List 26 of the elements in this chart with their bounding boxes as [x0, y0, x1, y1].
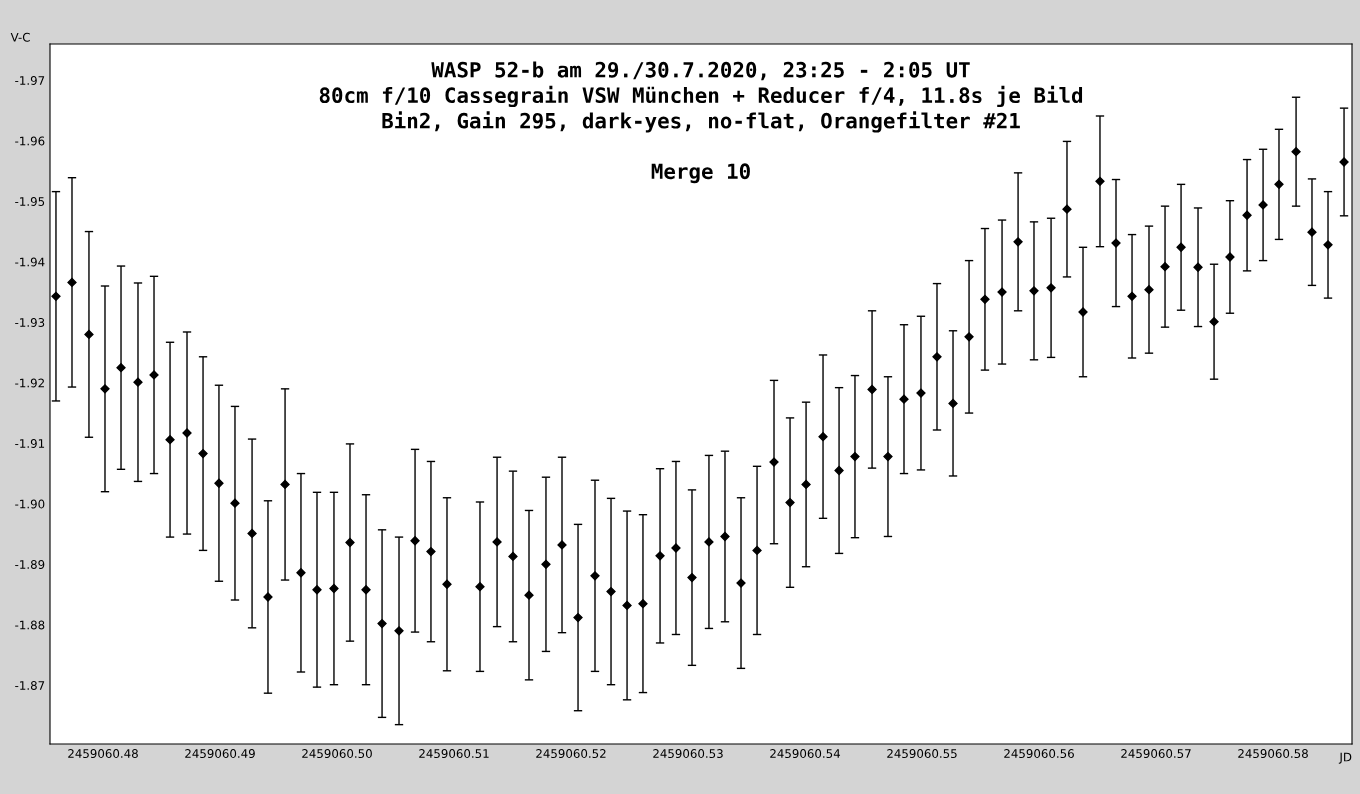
y-tick-label: -1.96 — [15, 136, 45, 146]
x-tick-label: 2459060.51 — [419, 749, 489, 758]
x-axis-title: JD — [1338, 752, 1352, 764]
x-tick-label: 2459060.49 — [185, 749, 255, 758]
y-axis-title: V-C — [10, 32, 30, 42]
x-tick-label: 2459060.55 — [887, 749, 957, 758]
x-tick-label: 2459060.56 — [1004, 749, 1074, 758]
x-tick-label: 2459060.50 — [302, 749, 372, 758]
y-tick-label: -1.90 — [15, 499, 45, 509]
y-tick-label: -1.88 — [15, 620, 45, 630]
x-tick-label: 2459060.53 — [653, 749, 723, 758]
text: WASP 52-b am 29./30.7.2020, 23:25 - 2:05 UT 80cm f/10 Cassegrain VSW München + Reducer f/4, 11.8s je Bild Bin2, Gain 295, dark-yes, no-flat, Orangefilter #21 — [319, 61, 1083, 133]
y-tick-label: -1.91 — [15, 439, 45, 448]
y-tick-label: -1.93 — [15, 318, 45, 327]
x-tick-label: 2459060.52 — [536, 749, 606, 758]
y-tick-label: -1.94 — [15, 257, 45, 267]
y-tick-label: -1.92 — [15, 378, 44, 388]
x-tick-label: 2459060.54 — [770, 749, 841, 758]
x-tick-label: 2459060.58 — [1238, 749, 1308, 758]
x-tick-label: 2459060.57 — [1121, 749, 1191, 758]
y-tick-label: -1.97 — [15, 76, 45, 85]
y-tick-label: -1.87 — [15, 681, 45, 690]
text: Merge 10 — [651, 163, 750, 184]
y-tick-label: -1.89 — [15, 560, 45, 569]
y-tick-label: -1.95 — [15, 197, 45, 206]
x-tick-label: 2459060.48 — [68, 749, 138, 758]
